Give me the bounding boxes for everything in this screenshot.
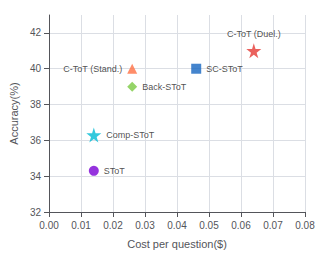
svg-text:0.04: 0.04 — [167, 220, 187, 231]
svg-text:0.07: 0.07 — [263, 220, 283, 231]
svg-text:0.01: 0.01 — [71, 220, 91, 231]
svg-text:Comp-SToT: Comp-SToT — [106, 130, 155, 140]
svg-text:SC-SToT: SC-SToT — [206, 64, 243, 74]
svg-text:Accuracy(%): Accuracy(%) — [8, 82, 20, 144]
svg-text:SToT: SToT — [104, 166, 126, 176]
svg-text:Cost per question($): Cost per question($) — [127, 238, 227, 250]
svg-text:Back-SToT: Back-SToT — [142, 82, 187, 92]
svg-text:34: 34 — [30, 171, 42, 182]
svg-text:0.08: 0.08 — [295, 220, 315, 231]
svg-text:42: 42 — [30, 27, 42, 38]
svg-text:0.03: 0.03 — [135, 220, 155, 231]
svg-text:C-ToT (Duel.): C-ToT (Duel.) — [227, 29, 281, 39]
svg-text:0.02: 0.02 — [103, 220, 123, 231]
svg-text:38: 38 — [30, 99, 42, 110]
svg-text:36: 36 — [30, 135, 42, 146]
svg-text:40: 40 — [30, 63, 42, 74]
svg-text:0.05: 0.05 — [199, 220, 219, 231]
svg-text:0.00: 0.00 — [39, 220, 59, 231]
svg-text:32: 32 — [30, 207, 42, 218]
svg-text:C-ToT (Stand.): C-ToT (Stand.) — [63, 64, 122, 74]
svg-text:0.06: 0.06 — [231, 220, 251, 231]
